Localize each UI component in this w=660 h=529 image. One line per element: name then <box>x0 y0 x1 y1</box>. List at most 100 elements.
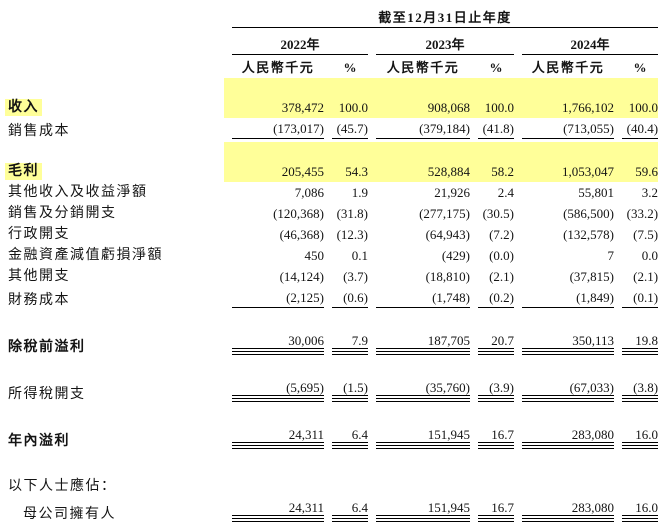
value: 7 <box>607 248 615 263</box>
value: (277,175) <box>419 206 470 221</box>
total-value: 6.4 <box>332 500 368 516</box>
value: 908,068 <box>427 100 470 115</box>
total-value: (3.8) <box>622 380 659 396</box>
value: 1,053,047 <box>562 164 614 179</box>
double-rule: (35,760) <box>376 380 470 402</box>
pct-cell: 6.4 <box>324 405 368 452</box>
table-header: 截至12月31日止年度 2022年 2023年 2024年 人民幣千元 <box>6 8 659 78</box>
year-header-2022: 2022年 <box>232 37 368 55</box>
total-value: 24,311 <box>232 427 324 443</box>
total-value: (3.9) <box>478 380 514 396</box>
total-value: 350,113 <box>522 333 614 349</box>
total-value: 283,080 <box>522 427 614 443</box>
pct-cell: (0.0) <box>470 245 514 266</box>
amount-cell: 151,945 <box>368 405 470 452</box>
double-rule: 6.4 <box>332 500 368 522</box>
table-row: 母公司擁有人 24,311 6.4 151,945 16.7 283,080 16.0 <box>6 497 659 525</box>
double-rule: 24,311 <box>232 427 324 449</box>
table-row: 銷售成本 (173,017) (45.7) (379,184) (41.8) (713,0… <box>6 118 659 142</box>
period-header-cell: 截至12月31日止年度 <box>224 8 659 31</box>
amount-cell: (173,017) <box>224 118 324 142</box>
value: (18,810) <box>425 269 470 284</box>
value: 21,926 <box>434 185 470 200</box>
double-rule: 30,006 <box>232 333 324 355</box>
value: (37,815) <box>569 269 614 284</box>
pct-cell: (45.7) <box>324 118 368 142</box>
table-row: 年內溢利 24,311 6.4 151,945 16.7 283,080 16.0 <box>6 405 659 452</box>
table-row: 收入 378,472 100.0 908,068 100.0 1,766,102 100.0 <box>5 78 659 118</box>
double-rule: 24,311 <box>232 500 324 522</box>
amount-cell: (64,943) <box>368 224 470 245</box>
amount-cell: 283,080 <box>514 405 614 452</box>
income-statement-table: 截至12月31日止年度 2022年 2023年 2024年 人民幣千元 <box>5 8 659 525</box>
amount-cell: 350,113 <box>514 311 614 358</box>
value: 450 <box>304 248 325 263</box>
pct-cell: (2.1) <box>614 266 658 287</box>
value: 0.0 <box>641 248 659 263</box>
pct-cell: 0.0 <box>614 245 658 266</box>
double-rule: 6.4 <box>332 427 368 449</box>
value: (1,748) <box>376 290 470 308</box>
amount-cell <box>514 452 614 497</box>
row-label: 行政開支 <box>6 224 224 245</box>
pct-cell: 3.2 <box>614 182 658 203</box>
total-value: 283,080 <box>522 500 614 516</box>
total-value: 30,006 <box>232 333 324 349</box>
amount-cell: 187,705 <box>368 311 470 358</box>
year-header-cell: 2022年 <box>224 31 368 58</box>
pct-cell: (33.2) <box>614 203 658 224</box>
value: (2.1) <box>633 269 659 284</box>
period-header-row: 截至12月31日止年度 <box>6 8 659 31</box>
table-body: 收入 378,472 100.0 908,068 100.0 1,766,102 100.0… <box>5 78 659 525</box>
double-rule: 187,705 <box>376 333 470 355</box>
value: (12.3) <box>336 227 368 242</box>
value: 59.6 <box>635 164 659 179</box>
double-rule: 16.0 <box>622 500 659 522</box>
value: (132,578) <box>563 227 614 242</box>
pct-cell: 59.6 <box>614 142 659 182</box>
pct-cell: (3.7) <box>324 266 368 287</box>
pct-cell: 6.4 <box>324 497 368 525</box>
row-label-text: 其他開支 <box>8 269 70 284</box>
double-rule: 350,113 <box>522 333 614 355</box>
pct-cell <box>324 452 368 497</box>
double-rule: 283,080 <box>522 500 614 522</box>
pct-cell: 16.7 <box>470 497 514 525</box>
pct-cell: (3.9) <box>470 358 514 405</box>
row-label-text: 母公司擁有人 <box>23 507 116 522</box>
year-header-cell: 2024年 <box>514 31 659 58</box>
pct-cell: (7.5) <box>614 224 658 245</box>
pct-cell: (3.8) <box>614 358 659 405</box>
amount-cell: 7 <box>514 245 615 266</box>
value: (713,055) <box>522 121 614 139</box>
value: 1.9 <box>351 185 368 200</box>
amount-cell: (67,033) <box>514 358 614 405</box>
value: 2.4 <box>497 185 514 200</box>
value: (14,124) <box>279 269 324 284</box>
table-row: 行政開支 (46,368) (12.3) (64,943) (7.2) (132,578)… <box>6 224 658 245</box>
pct-cell: 54.3 <box>324 142 368 182</box>
row-label-text: 所得稅開支 <box>8 387 86 402</box>
amount-cell: 30,006 <box>224 311 324 358</box>
value: 100.0 <box>484 100 514 115</box>
value: (0.0) <box>489 248 514 263</box>
value: (429) <box>441 248 470 263</box>
pct-cell: 100.0 <box>614 78 659 118</box>
amount-cell: 528,884 <box>368 142 470 182</box>
value: (64,943) <box>425 227 470 242</box>
pct-cell: 16.7 <box>470 405 514 452</box>
amount-cell: 378,472 <box>224 78 324 118</box>
pct-header: % <box>343 60 357 75</box>
amount-cell: 7,086 <box>224 182 324 203</box>
value: (31.8) <box>336 206 368 221</box>
pct-cell: (1.5) <box>324 358 368 405</box>
pct-cell: 58.2 <box>470 142 514 182</box>
year-header-2024: 2024年 <box>522 37 659 55</box>
value: 205,455 <box>281 164 324 179</box>
amount-cell: 908,068 <box>368 78 470 118</box>
row-label: 毛利 <box>5 142 224 182</box>
value: 7,086 <box>294 185 324 200</box>
double-rule: (67,033) <box>522 380 614 402</box>
value: (2.1) <box>489 269 514 284</box>
amount-cell: (2,125) <box>224 287 324 311</box>
